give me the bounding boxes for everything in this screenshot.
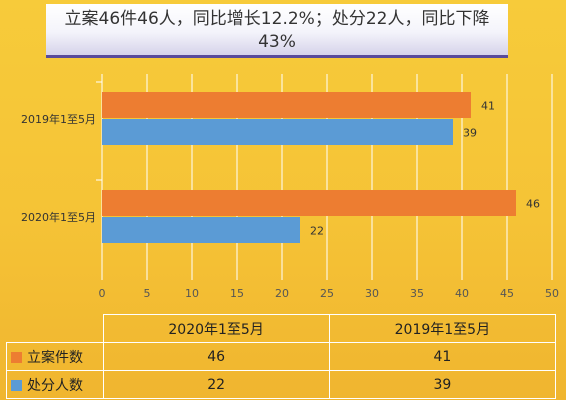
data-label: 39 bbox=[463, 127, 477, 140]
x-tick-label: 40 bbox=[455, 287, 469, 300]
legend-swatch-orange bbox=[11, 351, 22, 363]
x-tick-label: 35 bbox=[410, 287, 424, 300]
data-label: 46 bbox=[526, 198, 540, 211]
table-col-header: 2020年1至5月 bbox=[102, 314, 330, 343]
table-row-label: 立案件数 bbox=[6, 342, 104, 371]
x-tick-label: 0 bbox=[99, 287, 106, 300]
bar bbox=[102, 190, 516, 216]
table-cell: 39 bbox=[328, 370, 557, 399]
table-cell: 41 bbox=[328, 342, 557, 371]
bar bbox=[102, 119, 453, 145]
bar bbox=[102, 92, 471, 118]
data-label: 41 bbox=[481, 100, 495, 113]
table-row: 处分人数 22 39 bbox=[6, 370, 557, 399]
data-label: 22 bbox=[310, 225, 324, 238]
bar-chart: 0 5 10 15 20 25 30 35 40 45 50 2019年1至5月 2020年1至5月 4… bbox=[21, 92, 559, 300]
x-tick-label: 25 bbox=[320, 287, 334, 300]
table-header-row: 2020年1至5月 2019年1至5月 bbox=[6, 314, 557, 343]
x-tick-label: 5 bbox=[144, 287, 151, 300]
x-tick-label: 15 bbox=[230, 287, 244, 300]
bars: 41 39 46 22 bbox=[102, 92, 540, 243]
table-row-label: 处分人数 bbox=[6, 370, 104, 399]
category-label: 2020年1至5月 bbox=[21, 210, 96, 224]
table-cell: 22 bbox=[102, 370, 330, 399]
chart-title: 立案46件46人，同比增长12.2%；处分22人，同比下降43% bbox=[64, 9, 490, 52]
category-label: 2019年1至5月 bbox=[21, 112, 96, 126]
legend-label: 处分人数 bbox=[27, 377, 83, 394]
table-col-header: 2019年1至5月 bbox=[328, 314, 557, 343]
bar bbox=[102, 217, 300, 243]
x-tick-label: 50 bbox=[545, 287, 559, 300]
legend-label: 立案件数 bbox=[27, 349, 83, 366]
x-tick-label: 30 bbox=[365, 287, 379, 300]
table-corner bbox=[6, 314, 104, 343]
x-tick-label: 45 bbox=[500, 287, 514, 300]
title-box: 立案46件46人，同比增长12.2%；处分22人，同比下降43% bbox=[46, 4, 508, 58]
x-tick-label: 20 bbox=[275, 287, 289, 300]
table-row: 立案件数 46 41 bbox=[6, 342, 557, 371]
x-tick-label: 10 bbox=[185, 287, 199, 300]
legend-swatch-blue bbox=[11, 379, 22, 391]
data-table: 2020年1至5月 2019年1至5月 立案件数 46 41 处分人数 22 3… bbox=[6, 314, 557, 399]
table-cell: 46 bbox=[102, 342, 330, 371]
